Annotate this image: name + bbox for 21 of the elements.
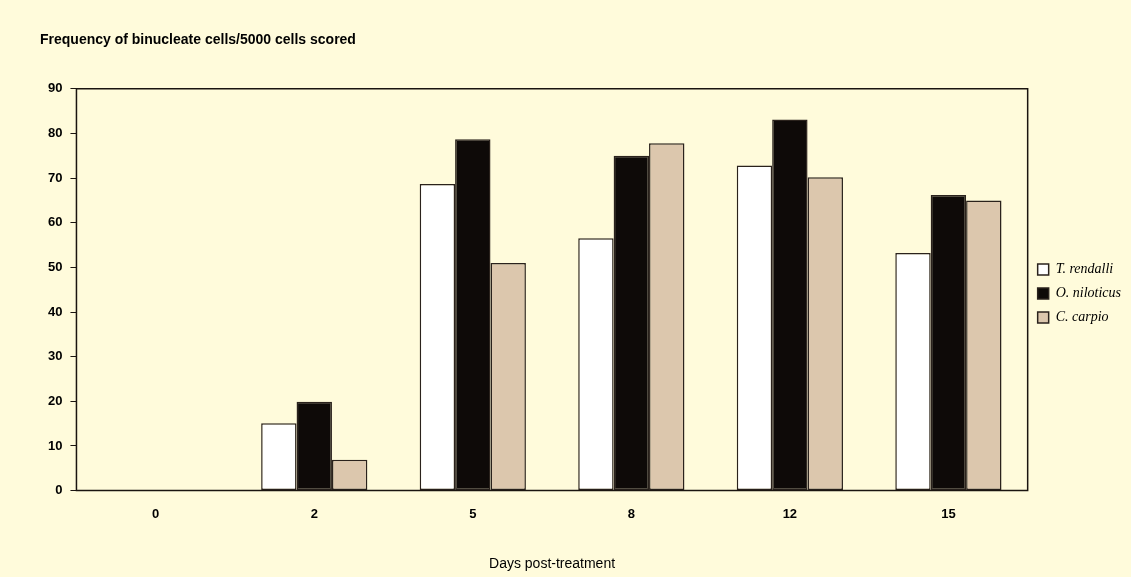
y-tick-label: 70 [47, 169, 63, 185]
y-tick-label: 0 [55, 482, 63, 498]
y-tick-label: 10 [47, 437, 63, 453]
y-tick-label: 80 [47, 125, 63, 141]
y-tick-label: 20 [47, 392, 63, 408]
y-tick-label: 50 [47, 258, 63, 274]
x-tick-label: 8 [627, 505, 635, 521]
y-tick-label: 60 [47, 214, 63, 230]
x-tick-label: 0 [152, 505, 160, 521]
legend-label: C. carpio [1055, 309, 1109, 325]
x-tick-label: 15 [941, 505, 956, 521]
x-tick-label: 2 [310, 505, 318, 521]
chart-title: Frequency of binucleate cells/5000 cells scored [40, 31, 356, 48]
y-tick-label: 40 [47, 303, 63, 319]
x-axis-title: Days post-treatment [489, 555, 616, 572]
legend-label: O. niloticus [1055, 285, 1122, 301]
legend-label: T. rendalli [1055, 261, 1114, 277]
x-tick-label: 5 [469, 505, 477, 521]
y-tick-label: 90 [47, 80, 63, 96]
x-tick-label: 12 [782, 505, 798, 521]
y-tick-label: 30 [47, 348, 63, 364]
